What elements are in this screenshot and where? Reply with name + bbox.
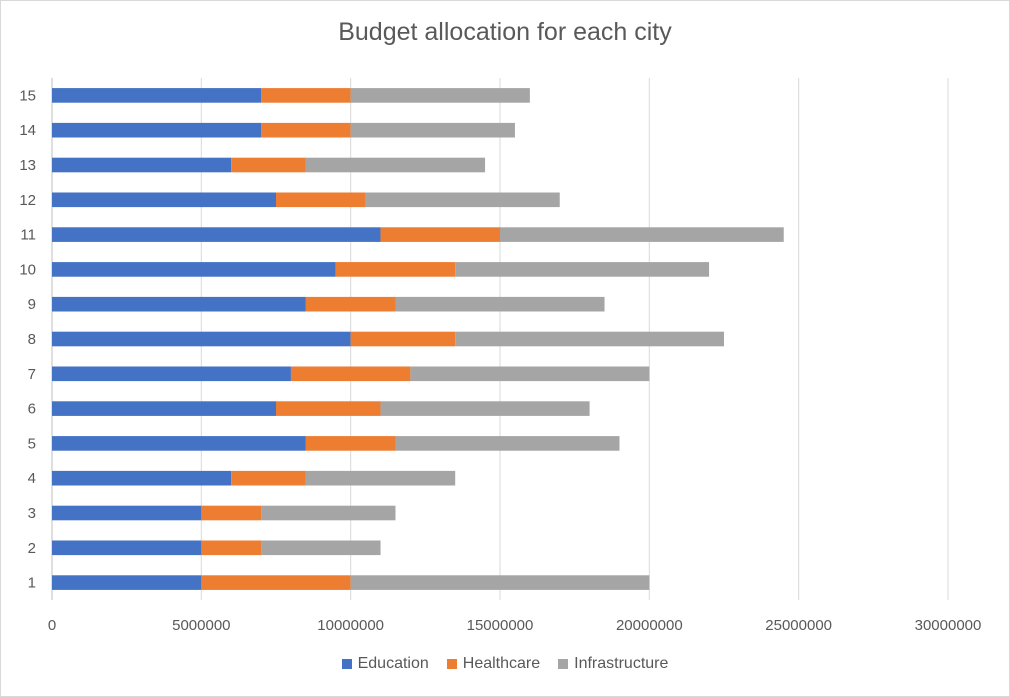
- y-tick-label: 14: [19, 122, 36, 139]
- y-tick-label: 15: [19, 87, 36, 104]
- bar-infrastructure-13: [305, 157, 486, 173]
- bar-infrastructure-15: [350, 88, 530, 103]
- bar-healthcare-12: [276, 192, 366, 208]
- bar-education-4: [52, 470, 232, 486]
- chart-title: Budget allocation for each city: [338, 18, 672, 46]
- legend-item: Education: [341, 655, 429, 673]
- bar-healthcare-13: [231, 157, 306, 173]
- x-tick-label: 0: [48, 617, 56, 634]
- bar-infrastructure-6: [380, 401, 590, 416]
- bar-infrastructure-7: [410, 366, 650, 382]
- bar-healthcare-5: [305, 436, 396, 451]
- legend-label: Infrastructure: [574, 655, 669, 672]
- bar-education-2: [52, 540, 202, 556]
- y-tick-label: 13: [19, 157, 36, 174]
- bar-education-12: [52, 192, 276, 208]
- y-tick-label: 4: [28, 470, 36, 487]
- bar-education-6: [52, 401, 276, 416]
- legend-swatch: [558, 659, 569, 669]
- bar-healthcare-14: [261, 122, 351, 138]
- bar-education-3: [52, 505, 202, 521]
- y-tick-label: 11: [20, 227, 36, 244]
- legend-label: Healthcare: [462, 655, 541, 672]
- bar-healthcare-9: [305, 296, 396, 312]
- legend-label: Education: [357, 655, 429, 672]
- bar-infrastructure-4: [305, 470, 456, 486]
- bar-education-13: [52, 157, 232, 173]
- x-tick-label: 15000000: [467, 617, 534, 634]
- legend: Education Healthcare Infrastructure: [0, 655, 1010, 673]
- y-tick-label: 5: [28, 435, 36, 452]
- bar-healthcare-7: [290, 366, 411, 382]
- bar-infrastructure-12: [365, 192, 560, 208]
- bar-education-5: [52, 436, 306, 451]
- y-tick-label: 3: [28, 505, 36, 522]
- y-tick-label: 1: [28, 575, 36, 592]
- bar-infrastructure-2: [261, 540, 381, 556]
- x-tick-label: 30000000: [915, 617, 982, 634]
- bar-education-7: [52, 366, 291, 382]
- bar-infrastructure-11: [500, 227, 784, 242]
- bar-healthcare-11: [380, 227, 500, 242]
- y-tick-label: 10: [19, 261, 36, 278]
- bar-infrastructure-3: [261, 505, 396, 521]
- bar-infrastructure-8: [455, 331, 724, 347]
- bar-infrastructure-14: [350, 122, 515, 138]
- bar-education-10: [52, 262, 336, 277]
- bar-infrastructure-1: [350, 575, 650, 590]
- bar-healthcare-4: [231, 470, 306, 486]
- y-tick-label: 6: [28, 401, 36, 418]
- x-tick-label: 5000000: [172, 617, 230, 634]
- bar-infrastructure-9: [395, 296, 605, 312]
- bar-education-9: [52, 296, 306, 312]
- bar-healthcare-1: [201, 575, 351, 590]
- bar-healthcare-15: [261, 88, 351, 103]
- legend-swatch: [341, 659, 352, 669]
- x-tick-label: 10000000: [317, 617, 384, 634]
- y-tick-label: 9: [28, 296, 36, 313]
- x-tick-label: 20000000: [616, 617, 683, 634]
- bar-healthcare-8: [350, 331, 456, 347]
- bar-healthcare-2: [201, 540, 262, 556]
- y-tick-label: 12: [19, 192, 36, 209]
- legend-swatch: [446, 659, 457, 669]
- bar-infrastructure-10: [455, 262, 710, 277]
- legend-item: Healthcare: [446, 655, 541, 673]
- bar-infrastructure-5: [395, 436, 620, 451]
- bar-education-1: [52, 575, 202, 590]
- bar-healthcare-10: [335, 262, 456, 277]
- bar-healthcare-6: [276, 401, 381, 416]
- bar-education-8: [52, 331, 351, 347]
- y-tick-label: 7: [28, 366, 36, 383]
- bar-education-15: [52, 88, 262, 103]
- x-tick-label: 25000000: [765, 617, 832, 634]
- y-tick-label: 8: [28, 331, 36, 348]
- bar-education-11: [52, 227, 381, 242]
- bar-education-14: [52, 122, 262, 138]
- bar-healthcare-3: [201, 505, 262, 521]
- y-tick-label: 2: [28, 540, 36, 557]
- legend-item: Infrastructure: [558, 655, 668, 673]
